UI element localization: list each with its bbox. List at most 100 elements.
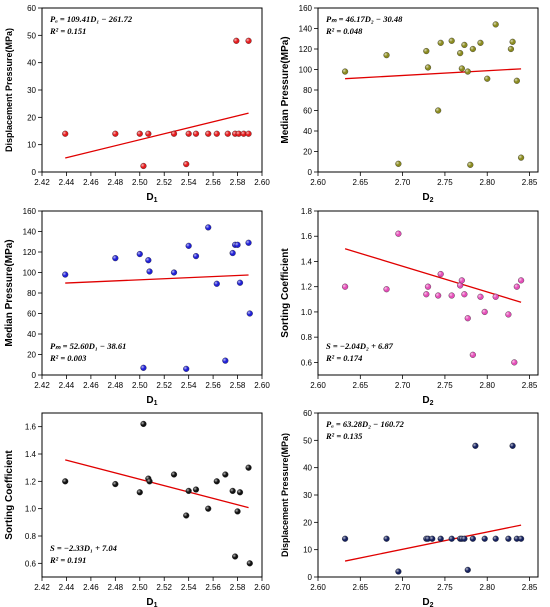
data-point (472, 442, 479, 449)
fit-line (65, 274, 249, 284)
data-point (185, 487, 192, 494)
data-point (213, 280, 220, 287)
y-axis-title: Median Pressure(MPa) (4, 239, 15, 346)
x-tick-label: 2.75 (437, 381, 453, 390)
x-tick-label: 2.48 (108, 381, 124, 390)
data-point (185, 242, 192, 249)
data-point (62, 271, 69, 278)
x-tick-label: 2.44 (59, 583, 75, 592)
fit-equation: S = −2.33D₁ + 7.04 (50, 543, 117, 553)
data-point (183, 512, 190, 519)
data-point (461, 291, 468, 298)
x-tick-label: 2.58 (230, 178, 246, 187)
x-tick-label: 2.85 (522, 381, 538, 390)
y-tick-label: 140 (23, 228, 37, 237)
y-tick-label: 0 (32, 168, 37, 177)
y-tick-label: 80 (303, 86, 312, 95)
data-point (477, 39, 484, 46)
data-point (170, 130, 178, 137)
r-squared: R² = 0.003 (49, 353, 87, 363)
data-point (136, 489, 143, 496)
fit-line (344, 524, 522, 562)
plot-frame (317, 210, 539, 376)
x-axis-title: D1 (146, 395, 157, 407)
x-axis-title: D2 (422, 395, 433, 407)
data-point (492, 535, 499, 542)
x-tick-label: 2.42 (34, 178, 50, 187)
x-tick-label: 2.46 (83, 381, 99, 390)
data-point (484, 75, 491, 82)
data-point (429, 535, 436, 542)
data-point (183, 365, 190, 372)
chart-svg: 2.42 2.44 2.46 2.48 2.50 2.52 2.54 2.56 2.58 2.60… (4, 207, 270, 407)
data-point (505, 311, 512, 318)
x-axis-title: D2 (422, 597, 433, 607)
x-tick-label: 2.65 (353, 381, 369, 390)
x-tick-label: 2.60 (254, 583, 270, 592)
data-point (234, 508, 241, 515)
data-point (140, 162, 147, 170)
data-point (245, 37, 252, 44)
data-point (513, 283, 520, 290)
y-tick-label: 1.4 (25, 450, 37, 459)
data-point (513, 77, 520, 84)
y-tick-label: 160 (23, 207, 37, 216)
data-point (245, 239, 252, 246)
data-point (437, 271, 444, 278)
data-point (234, 241, 241, 248)
data-point (457, 50, 464, 57)
x-tick-label: 2.56 (205, 178, 221, 187)
data-point (112, 480, 119, 488)
x-tick-label: 2.75 (437, 178, 453, 187)
x-tick-label: 2.65 (353, 178, 369, 187)
data-point (424, 283, 432, 290)
y-tick-label: 60 (303, 107, 312, 116)
y-tick-label: 20 (27, 113, 36, 122)
x-tick-label: 2.50 (132, 178, 148, 187)
x-tick-label: 2.70 (395, 178, 411, 187)
data-point (464, 315, 471, 322)
data-point (232, 553, 239, 560)
y-tick-label: 60 (27, 310, 36, 319)
panel-sorting-vs-d1: 2.42 2.44 2.46 2.48 2.50 2.52 2.54 2.56 2.58 2.60… (0, 405, 272, 607)
data-point (170, 471, 178, 478)
data-point (183, 160, 190, 168)
y-tick-label: 1.8 (301, 207, 313, 216)
data-point (205, 224, 212, 231)
y-axis-title: Displacement Pressure(MPa) (280, 433, 290, 557)
y-tick-label: 1.0 (25, 505, 37, 514)
y-tick-label: 50 (27, 31, 36, 40)
x-tick-label: 2.85 (522, 583, 538, 592)
fit-equation: Pₘ = 52.60D₁ − 38.61 (50, 341, 126, 351)
data-point (448, 37, 455, 44)
data-point (245, 130, 252, 137)
data-point (146, 478, 153, 485)
data-point (509, 442, 516, 449)
y-tick-label: 0 (308, 168, 313, 177)
panel-sorting-vs-d2: 2.60 2.65 2.70 2.75 2.80 2.85 0.6 0.8 1.0 1.2 1.4 1… (276, 203, 548, 407)
x-axis-title: D1 (146, 597, 157, 607)
fit-line (65, 112, 249, 159)
data-point (213, 478, 220, 485)
data-point (205, 505, 212, 512)
data-point (145, 130, 152, 137)
data-point (185, 130, 192, 137)
data-point (458, 65, 465, 72)
data-point (213, 130, 220, 137)
x-tick-label: 2.54 (181, 583, 197, 592)
panel-displacement-vs-d1: 2.42 2.44 2.46 2.48 2.50 2.52 2.54 2.56 2.58 2.60… (0, 0, 272, 204)
x-tick-label: 2.65 (353, 583, 369, 592)
data-point (461, 41, 468, 48)
data-point (383, 286, 390, 293)
data-point (518, 154, 525, 161)
y-tick-label: 160 (299, 4, 313, 13)
data-point (383, 52, 390, 59)
x-tick-label: 2.85 (522, 178, 538, 187)
x-tick-label: 2.80 (479, 178, 495, 187)
data-point (448, 292, 455, 299)
panel-median-vs-d1: 2.42 2.44 2.46 2.48 2.50 2.52 2.54 2.56 2.58 2.60… (0, 203, 272, 407)
x-tick-label: 2.75 (437, 583, 453, 592)
x-tick-label: 2.46 (83, 178, 99, 187)
y-tick-label: 20 (27, 351, 36, 360)
